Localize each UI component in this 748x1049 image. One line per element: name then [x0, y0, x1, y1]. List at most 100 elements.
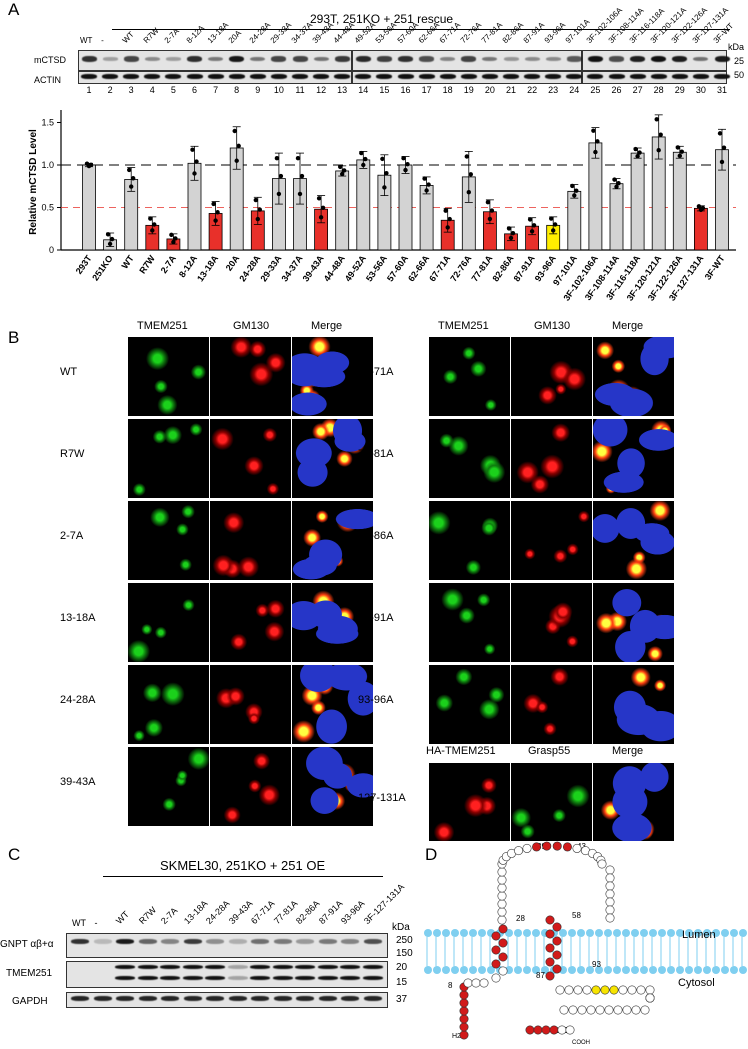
data-point [318, 215, 324, 220]
tmem251-lower-band [250, 976, 270, 980]
residue [645, 993, 655, 1003]
panel-a-lane-number: 1 [86, 85, 92, 95]
micrograph-39-43A-Merge [291, 746, 374, 827]
micrograph-13-18A-TMEM251 [127, 582, 210, 663]
data-point [380, 156, 385, 162]
x-tick-label: 2-7A [159, 253, 179, 275]
tmem251-lower-band [317, 976, 338, 980]
lipid-head-bottom [514, 966, 522, 974]
residue [491, 945, 501, 955]
panel-c-kda-15: 15 [396, 977, 408, 988]
data-point [551, 228, 556, 233]
residue [463, 978, 473, 988]
residue [497, 867, 507, 877]
micrograph-93-96A-2 [592, 664, 675, 745]
data-point [677, 153, 682, 159]
lipid-head-bottom [541, 966, 549, 974]
residue [605, 873, 615, 883]
data-point [422, 176, 427, 181]
lipid-head-bottom [586, 966, 594, 974]
micrograph-127-131A-2 [592, 762, 675, 842]
data-point [215, 210, 220, 215]
data-point [679, 149, 684, 154]
residue [459, 1006, 469, 1016]
micrograph-67-71A-0 [428, 336, 511, 417]
mctsd-band [313, 56, 329, 62]
panel-a-lane-number: 17 [421, 85, 432, 95]
lipid-head-top [478, 929, 486, 937]
actin-band [355, 74, 372, 79]
data-point [234, 158, 239, 163]
residue [600, 985, 610, 995]
panel-c-lane-label: 24-28A [203, 898, 232, 926]
mctsd-band [398, 56, 413, 62]
residue [497, 907, 507, 917]
panel-a-lane-number: 6 [191, 85, 197, 95]
position-28: 28 [516, 914, 525, 923]
lipid-head-bottom [685, 966, 693, 974]
residue [605, 889, 615, 899]
residue [618, 985, 628, 995]
residue [605, 865, 615, 875]
data-point [171, 239, 176, 245]
data-point [487, 216, 493, 222]
residue [497, 891, 507, 901]
lipid-head-top [622, 929, 630, 937]
x-tick-label: WT [120, 253, 137, 271]
actin-band [418, 74, 435, 79]
tmem251-lower-band [205, 976, 225, 980]
panel-a-lane-label: 82-86A [500, 20, 526, 45]
mctsd-band [503, 57, 519, 61]
panel-b-right-channel-label: GM130 [534, 320, 571, 332]
gnpt-band [206, 939, 224, 944]
lipid-head-top [721, 929, 729, 937]
lipid-head-top [730, 929, 738, 937]
data-point [572, 193, 577, 198]
gapdh-blot [66, 992, 388, 1008]
residue [595, 1005, 605, 1015]
lipid-head-top [694, 929, 702, 937]
lipid-head-top [559, 929, 567, 937]
data-point [105, 232, 111, 237]
data-point [717, 131, 723, 136]
tmem251-lower-band [362, 976, 383, 980]
data-point [616, 180, 621, 186]
micrograph-24-28A-Merge [291, 664, 374, 745]
data-point [211, 201, 216, 207]
gnpt-band [341, 939, 359, 944]
position-8: 8 [448, 981, 453, 990]
panel-c-lane-label: 39-43A [226, 898, 255, 926]
residue [497, 883, 507, 893]
residue [609, 985, 619, 995]
bar [419, 185, 434, 251]
micrograph-2-7A-Merge [291, 500, 374, 581]
micrograph-87-91A-1 [510, 582, 593, 663]
data-point [316, 196, 322, 201]
panel-a-lane-number: 5 [170, 85, 176, 95]
data-point [593, 149, 598, 155]
micrograph-127-131A-1 [510, 762, 593, 842]
lipid-head-bottom [424, 966, 432, 974]
data-point [338, 164, 343, 170]
lipid-head-bottom [451, 966, 459, 974]
residue [565, 1025, 575, 1035]
panel-b-right-row-label: 127-131A [358, 792, 406, 804]
gapdh-row-label: GAPDH [12, 996, 48, 1007]
lipid-head-bottom [730, 966, 738, 974]
tmem251-upper-band [295, 965, 315, 969]
data-point [148, 216, 153, 221]
residue [605, 913, 615, 923]
panel-c-lane-label: 87-91A [316, 898, 345, 926]
gnpt-band [138, 939, 157, 944]
micrograph-24-28A-TMEM251 [127, 664, 210, 745]
mctsd-band [208, 56, 224, 62]
micrograph-127-131A-0 [428, 762, 511, 842]
gapdh-band [116, 996, 134, 1001]
data-point [401, 156, 406, 161]
mctsd-band [609, 56, 624, 62]
panel-b-right-row-label: 93-96A [358, 694, 394, 706]
actin-band [313, 74, 330, 79]
gnpt-band [93, 939, 112, 944]
tmem251-lower-band [227, 976, 248, 980]
micrograph-WT-GM130 [209, 336, 292, 417]
